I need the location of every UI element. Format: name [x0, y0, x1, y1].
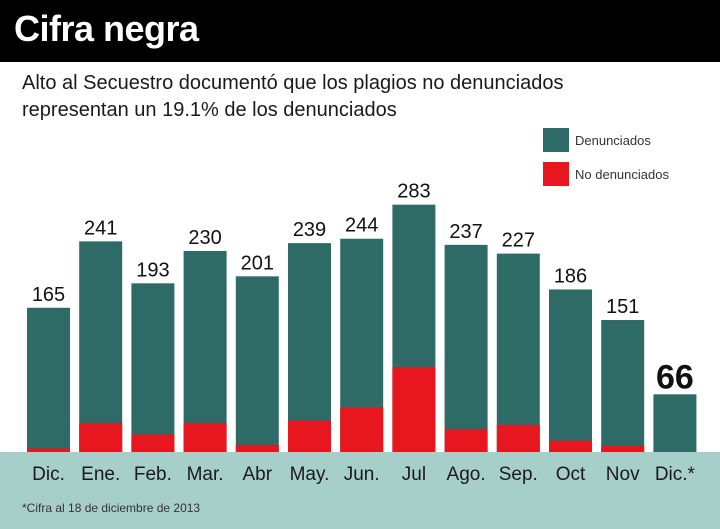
- x-tick-label-10: Oct: [556, 464, 586, 485]
- data-label-4: 201: [241, 252, 274, 274]
- bar-unreported-8: [444, 429, 488, 452]
- chart-subtitle: Alto al Secuestro documentó que los plag…: [22, 70, 712, 124]
- data-label-9: 227: [502, 230, 535, 252]
- bar-reported-0: [27, 307, 70, 452]
- legend-item-unreported: No denunciados: [543, 162, 669, 186]
- bar-reported-10: [549, 289, 592, 452]
- footnote: *Cifra al 18 de diciembre de 2013: [22, 501, 201, 515]
- bar-unreported-10: [549, 440, 592, 452]
- data-label-5: 239: [293, 219, 326, 241]
- bar-unreported-7: [392, 367, 436, 452]
- data-label-3: 230: [188, 227, 221, 249]
- bar-reported-1: [79, 241, 123, 452]
- bar-reported-9: [496, 253, 540, 452]
- bar-reported-12: [653, 394, 697, 452]
- subtitle-line-1: Alto al Secuestro documentó que los plag…: [22, 72, 564, 94]
- bar-unreported-5: [288, 420, 331, 452]
- bar-unreported-9: [496, 424, 540, 452]
- legend-swatch-reported: [543, 128, 569, 152]
- bar-reported-8: [444, 244, 488, 452]
- subtitle-line-2: representan un 19.1% de los denunciados: [22, 99, 397, 121]
- bar-unreported-2: [131, 434, 175, 452]
- bar-unreported-6: [340, 407, 384, 452]
- x-tick-label-3: Mar.: [187, 464, 224, 485]
- data-label-0: 165: [32, 284, 65, 306]
- data-label-11: 151: [606, 296, 639, 318]
- data-label-7: 283: [397, 181, 430, 203]
- legend-label-reported: Denunciados: [575, 132, 651, 148]
- x-tick-label-6: Jun.: [344, 464, 380, 485]
- x-tick-label-5: May.: [290, 464, 330, 485]
- x-tick-label-1: Ene.: [81, 464, 120, 485]
- bar-unreported-0: [27, 448, 70, 452]
- data-label-10: 186: [554, 265, 587, 287]
- bar-reported-11: [601, 320, 645, 452]
- data-label-1: 241: [84, 217, 117, 239]
- bar-reported-5: [288, 243, 331, 452]
- x-tick-label-4: Abr: [243, 464, 273, 485]
- data-label-8: 237: [449, 221, 482, 243]
- data-label-2: 193: [136, 259, 169, 281]
- data-label-6: 244: [345, 215, 378, 237]
- x-tick-label-7: Jul: [402, 464, 426, 485]
- chart-title: Cifra negra: [14, 8, 199, 49]
- axis-band: [0, 452, 720, 529]
- bar-reported-2: [131, 283, 175, 452]
- bar-unreported-4: [235, 445, 279, 452]
- bar-unreported-1: [79, 423, 123, 452]
- x-tick-label-2: Feb.: [134, 464, 172, 485]
- legend-swatch-unreported: [543, 162, 569, 186]
- x-tick-label-11: Nov: [606, 464, 640, 485]
- x-tick-label-12: Dic.*: [655, 464, 696, 485]
- x-tick-label-8: Ago.: [447, 464, 486, 485]
- bar-unreported-3: [183, 423, 227, 452]
- bar-reported-3: [183, 250, 227, 452]
- bar-unreported-11: [601, 445, 645, 452]
- x-tick-label-9: Sep.: [499, 464, 538, 485]
- legend-label-unreported: No denunciados: [575, 166, 669, 182]
- legend-item-reported: Denunciados: [543, 128, 669, 152]
- x-tick-label-0: Dic.: [32, 464, 65, 485]
- title-bar: Cifra negra: [0, 0, 720, 62]
- data-label-12: 66: [656, 358, 694, 396]
- legend: Denunciados No denunciados: [543, 128, 669, 196]
- bar-reported-4: [235, 276, 279, 452]
